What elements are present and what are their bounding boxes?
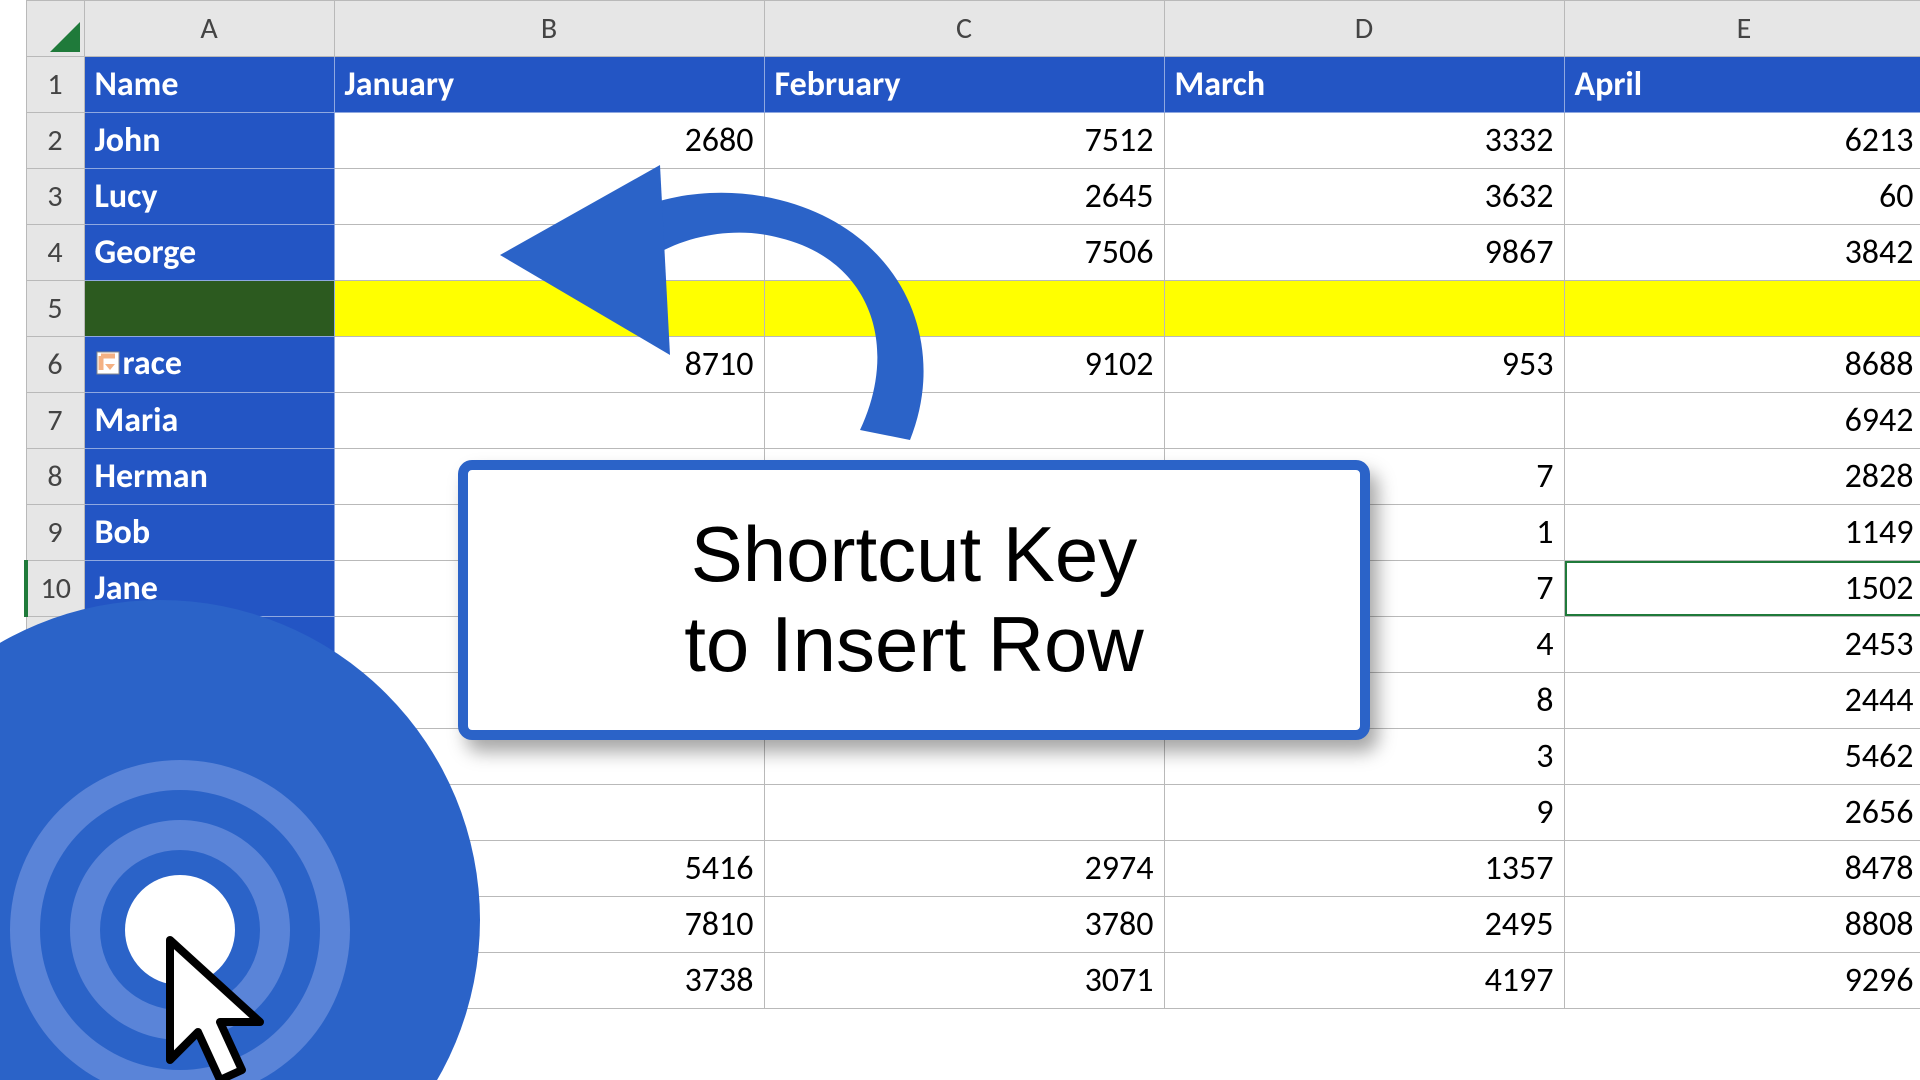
data-cell[interactable]: [764, 785, 1164, 841]
data-cell[interactable]: [1164, 393, 1564, 449]
row-header[interactable]: 6: [26, 337, 84, 393]
data-cell[interactable]: 60: [1564, 169, 1920, 225]
data-cell[interactable]: [1164, 281, 1564, 337]
table-row: 6 race 871091029538688: [26, 337, 1920, 393]
data-cell[interactable]: 2444: [1564, 673, 1920, 729]
data-cell[interactable]: 9102: [764, 337, 1164, 393]
name-cell[interactable]: Maria: [84, 393, 334, 449]
col-header-e[interactable]: E: [1564, 1, 1920, 57]
data-cell[interactable]: 2828: [1564, 449, 1920, 505]
data-cell[interactable]: [1564, 281, 1920, 337]
col-header-c[interactable]: C: [764, 1, 1164, 57]
data-cell[interactable]: 6213: [1564, 113, 1920, 169]
col-header-b[interactable]: B: [334, 1, 764, 57]
data-cell[interactable]: 5462: [1564, 729, 1920, 785]
data-cell[interactable]: 6942: [1564, 393, 1920, 449]
data-cell[interactable]: 3332: [1164, 113, 1564, 169]
header-month[interactable]: April: [1564, 57, 1920, 113]
name-cell[interactable]: Herman: [84, 449, 334, 505]
data-cell[interactable]: 2453: [1564, 617, 1920, 673]
name-text: John: [95, 120, 161, 161]
select-all-corner[interactable]: [26, 1, 84, 57]
name-text: race: [123, 343, 182, 384]
data-cell[interactable]: 2974: [764, 841, 1164, 897]
table-row: 2 John 2680751233326213: [26, 113, 1920, 169]
name-text: Bob: [95, 512, 151, 553]
name-text: Maria: [95, 400, 179, 441]
data-cell[interactable]: [764, 281, 1164, 337]
name-cell[interactable]: Bob: [84, 505, 334, 561]
data-cell[interactable]: 8710: [334, 337, 764, 393]
name-cell[interactable]: George: [84, 225, 334, 281]
data-cell[interactable]: 1149: [1564, 505, 1920, 561]
data-cell[interactable]: 3071: [764, 953, 1164, 1009]
table-row: 1NameJanuaryFebruaryMarchApril: [26, 57, 1920, 113]
data-cell[interactable]: 8688: [1564, 337, 1920, 393]
row-header[interactable]: 3: [26, 169, 84, 225]
table-row: 5: [26, 281, 1920, 337]
paste-options-icon[interactable]: [95, 345, 121, 386]
data-cell[interactable]: 9867: [1164, 225, 1564, 281]
data-cell[interactable]: 3842: [1564, 225, 1920, 281]
data-cell[interactable]: 2656: [1564, 785, 1920, 841]
data-cell[interactable]: 7506: [764, 225, 1164, 281]
col-header-d[interactable]: D: [1164, 1, 1564, 57]
data-cell[interactable]: 7512: [764, 113, 1164, 169]
data-cell[interactable]: [764, 393, 1164, 449]
row-header[interactable]: 4: [26, 225, 84, 281]
data-cell[interactable]: 3632: [1164, 169, 1564, 225]
name-cell[interactable]: race: [84, 337, 334, 393]
row-header[interactable]: 5: [26, 281, 84, 337]
data-cell[interactable]: 8478: [1564, 841, 1920, 897]
data-cell[interactable]: 2680: [334, 113, 764, 169]
data-cell[interactable]: [334, 281, 764, 337]
header-month[interactable]: January: [334, 57, 764, 113]
name-text: Lucy: [95, 176, 158, 217]
row-header[interactable]: 8: [26, 449, 84, 505]
data-cell[interactable]: [334, 225, 764, 281]
header-month[interactable]: February: [764, 57, 1164, 113]
callout-box: Shortcut Key to Insert Row: [458, 460, 1370, 740]
data-cell[interactable]: 1357: [1164, 841, 1564, 897]
header-name[interactable]: Name: [84, 57, 334, 113]
column-header-row: A B C D E: [26, 1, 1920, 57]
name-cell[interactable]: Lucy: [84, 169, 334, 225]
table-row: 7 Maria 6942: [26, 393, 1920, 449]
data-cell[interactable]: [334, 393, 764, 449]
col-header-a[interactable]: A: [84, 1, 334, 57]
table-row: 4 George 750698673842: [26, 225, 1920, 281]
logo-badge: [0, 600, 480, 1080]
callout-line1: Shortcut Key: [691, 510, 1138, 598]
data-cell[interactable]: 9: [1164, 785, 1564, 841]
table-row: 3 Lucy 2645363260: [26, 169, 1920, 225]
callout-line2: to Insert Row: [684, 600, 1144, 688]
name-cell[interactable]: John: [84, 113, 334, 169]
data-cell[interactable]: 953: [1164, 337, 1564, 393]
data-cell[interactable]: 1502: [1564, 561, 1920, 617]
data-cell[interactable]: 2495: [1164, 897, 1564, 953]
data-cell[interactable]: 4197: [1164, 953, 1564, 1009]
data-cell[interactable]: 2645: [764, 169, 1164, 225]
data-cell[interactable]: 8808: [1564, 897, 1920, 953]
row-header[interactable]: 2: [26, 113, 84, 169]
data-cell[interactable]: 3780: [764, 897, 1164, 953]
data-cell[interactable]: 9296: [1564, 953, 1920, 1009]
name-text: Herman: [95, 456, 208, 497]
data-cell[interactable]: [334, 169, 764, 225]
row-header[interactable]: 7: [26, 393, 84, 449]
row-header[interactable]: 9: [26, 505, 84, 561]
name-text: George: [95, 232, 197, 273]
row-header[interactable]: 1: [26, 57, 84, 113]
name-cell[interactable]: [84, 281, 334, 337]
header-month[interactable]: March: [1164, 57, 1564, 113]
